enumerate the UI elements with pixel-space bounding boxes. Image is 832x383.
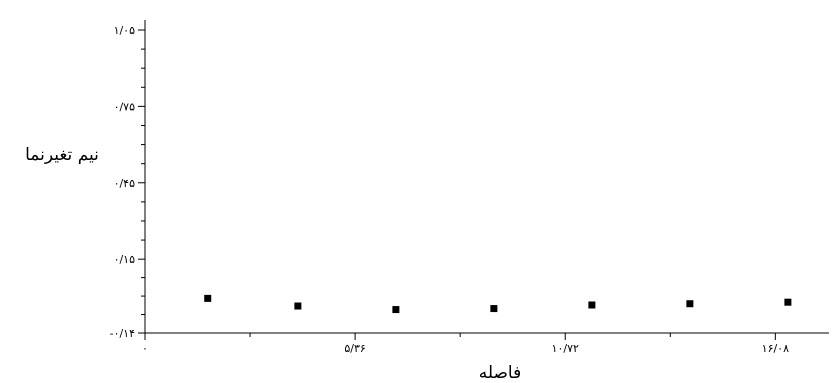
data-point — [392, 306, 400, 314]
data-point — [686, 300, 694, 308]
x-tick-label: ۱۶/۰۸ — [762, 342, 789, 355]
x-tick-label: ۱۰/۷۲ — [552, 342, 579, 355]
y-tick-label: -۰/۱۴ — [110, 327, 135, 340]
data-point — [204, 294, 212, 302]
x-axis-title: فاصله — [479, 363, 521, 383]
y-tick-label: ۰/۴۵ — [114, 177, 136, 190]
y-tick-label: ۰/۷۵ — [114, 100, 136, 113]
y-axis-title: نیم تغیرنما — [25, 145, 99, 165]
x-ticks: ۰ ۵/۳۶ ۱۰/۷۲ ۱۶/۰۸ — [142, 333, 789, 355]
x-tick-label: ۰ — [142, 342, 148, 355]
data-point — [784, 298, 792, 306]
y-tick-label: ۱/۰۵ — [114, 24, 136, 37]
data-points — [204, 294, 792, 314]
y-tick-label: ۰/۱۵ — [114, 253, 136, 266]
data-point — [588, 301, 596, 309]
data-point — [490, 305, 498, 313]
x-tick-label: ۵/۳۶ — [344, 342, 365, 355]
data-point — [294, 302, 302, 310]
y-ticks: -۰/۱۴ ۰/۱۵ ۰/۴۵ ۰/۷۵ ۱/۰۵ — [110, 24, 145, 340]
